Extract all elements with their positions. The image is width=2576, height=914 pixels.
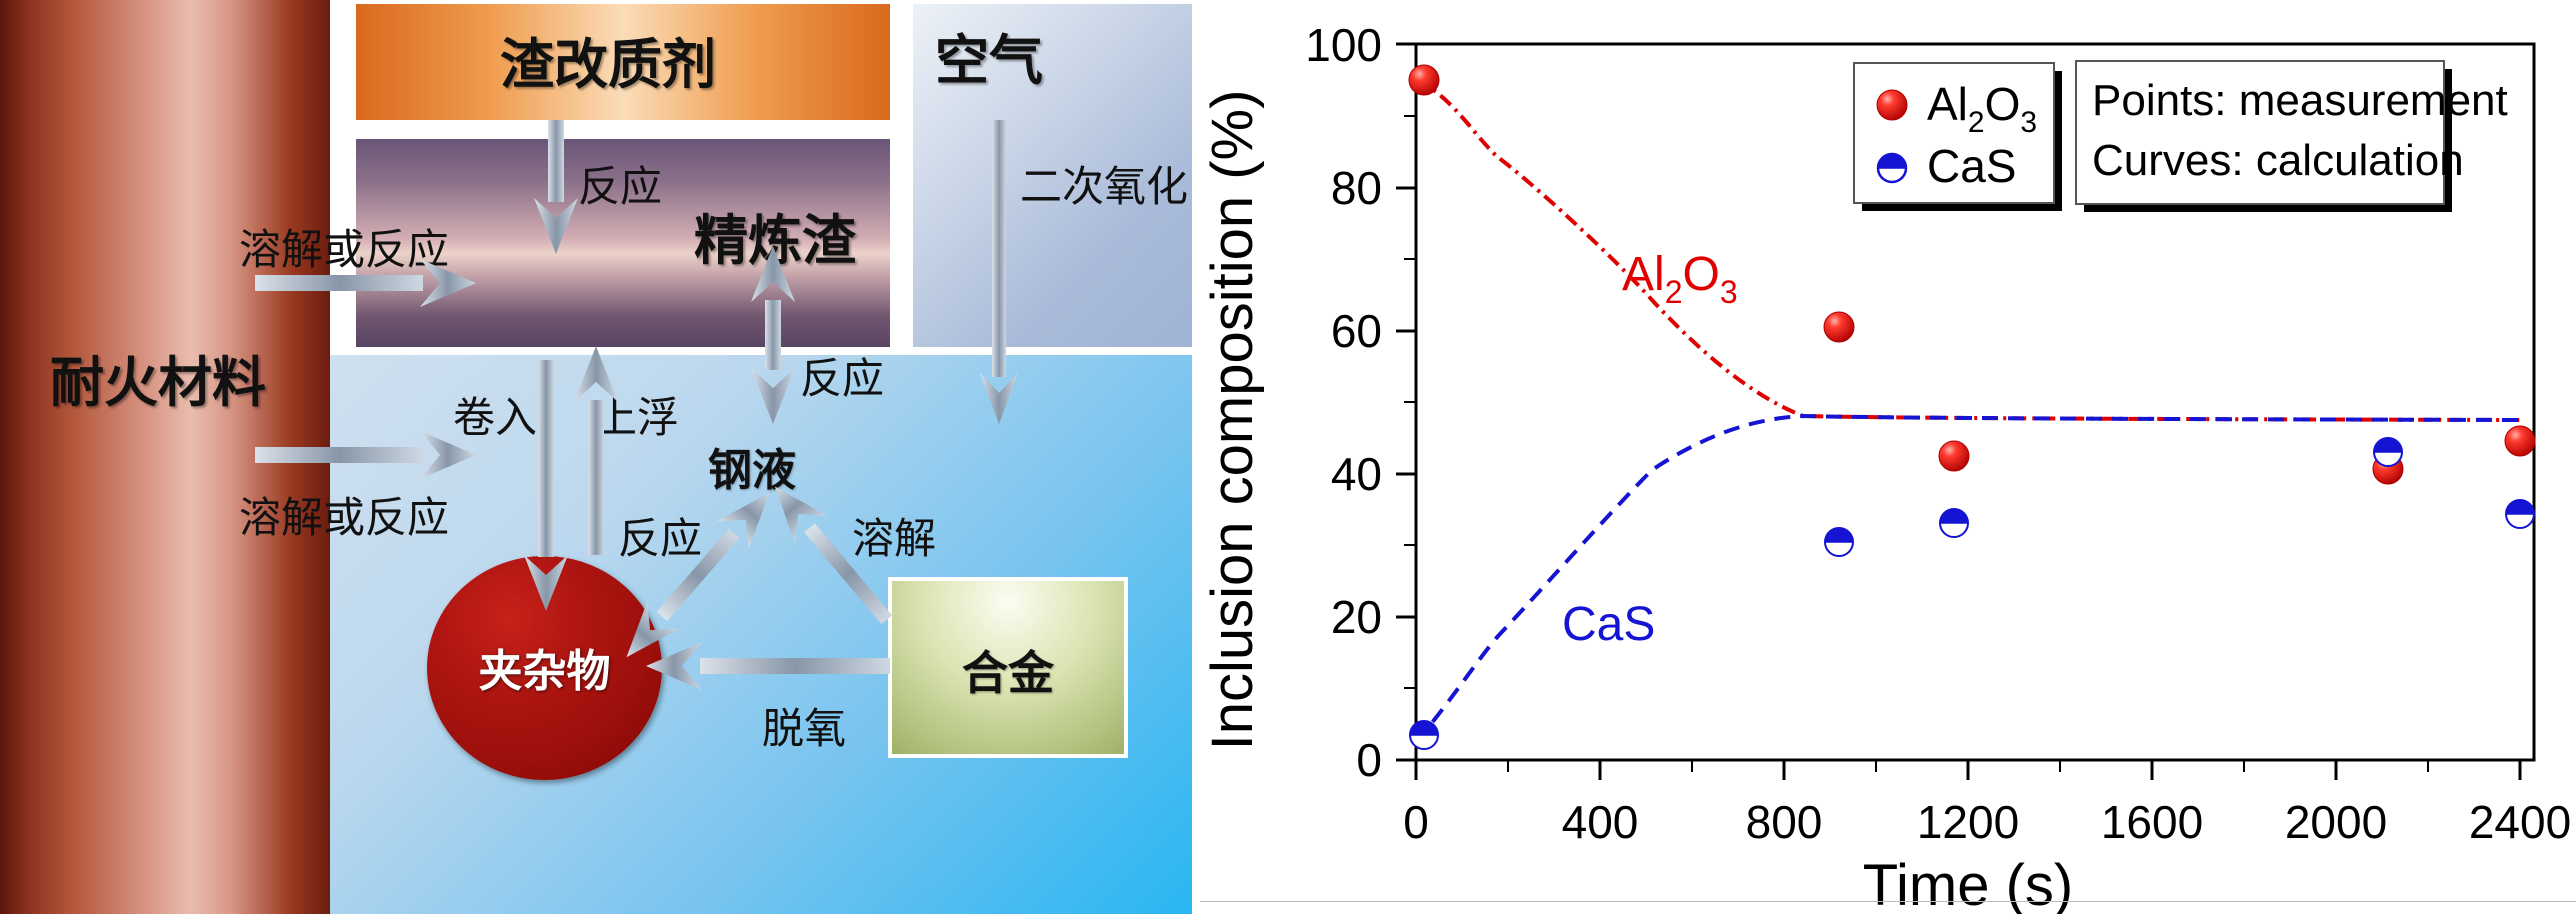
svg-text:60: 60 bbox=[1331, 305, 1382, 357]
svg-text:1600: 1600 bbox=[2101, 796, 2203, 848]
svg-text:Curves: calculation: Curves: calculation bbox=[2092, 136, 2464, 185]
svg-text:40: 40 bbox=[1331, 448, 1382, 500]
svg-text:Al2O3: Al2O3 bbox=[1622, 248, 1738, 310]
svg-text:800: 800 bbox=[1746, 796, 1823, 848]
svg-text:0: 0 bbox=[1403, 796, 1429, 848]
svg-text:CaS: CaS bbox=[1562, 598, 1655, 651]
svg-text:Inclusion composition (%): Inclusion composition (%) bbox=[1200, 90, 1265, 751]
svg-text:1200: 1200 bbox=[1917, 796, 2019, 848]
svg-text:20: 20 bbox=[1331, 591, 1382, 643]
svg-text:100: 100 bbox=[1305, 19, 1382, 71]
svg-text:Points: measurement: Points: measurement bbox=[2092, 76, 2508, 125]
svg-text:400: 400 bbox=[1562, 796, 1639, 848]
svg-text:Time (s): Time (s) bbox=[1863, 853, 2073, 914]
svg-text:2400: 2400 bbox=[2469, 796, 2571, 848]
svg-text:0: 0 bbox=[1356, 734, 1382, 786]
svg-text:80: 80 bbox=[1331, 162, 1382, 214]
svg-text:2000: 2000 bbox=[2285, 796, 2387, 848]
svg-text:CaS: CaS bbox=[1927, 140, 2016, 192]
